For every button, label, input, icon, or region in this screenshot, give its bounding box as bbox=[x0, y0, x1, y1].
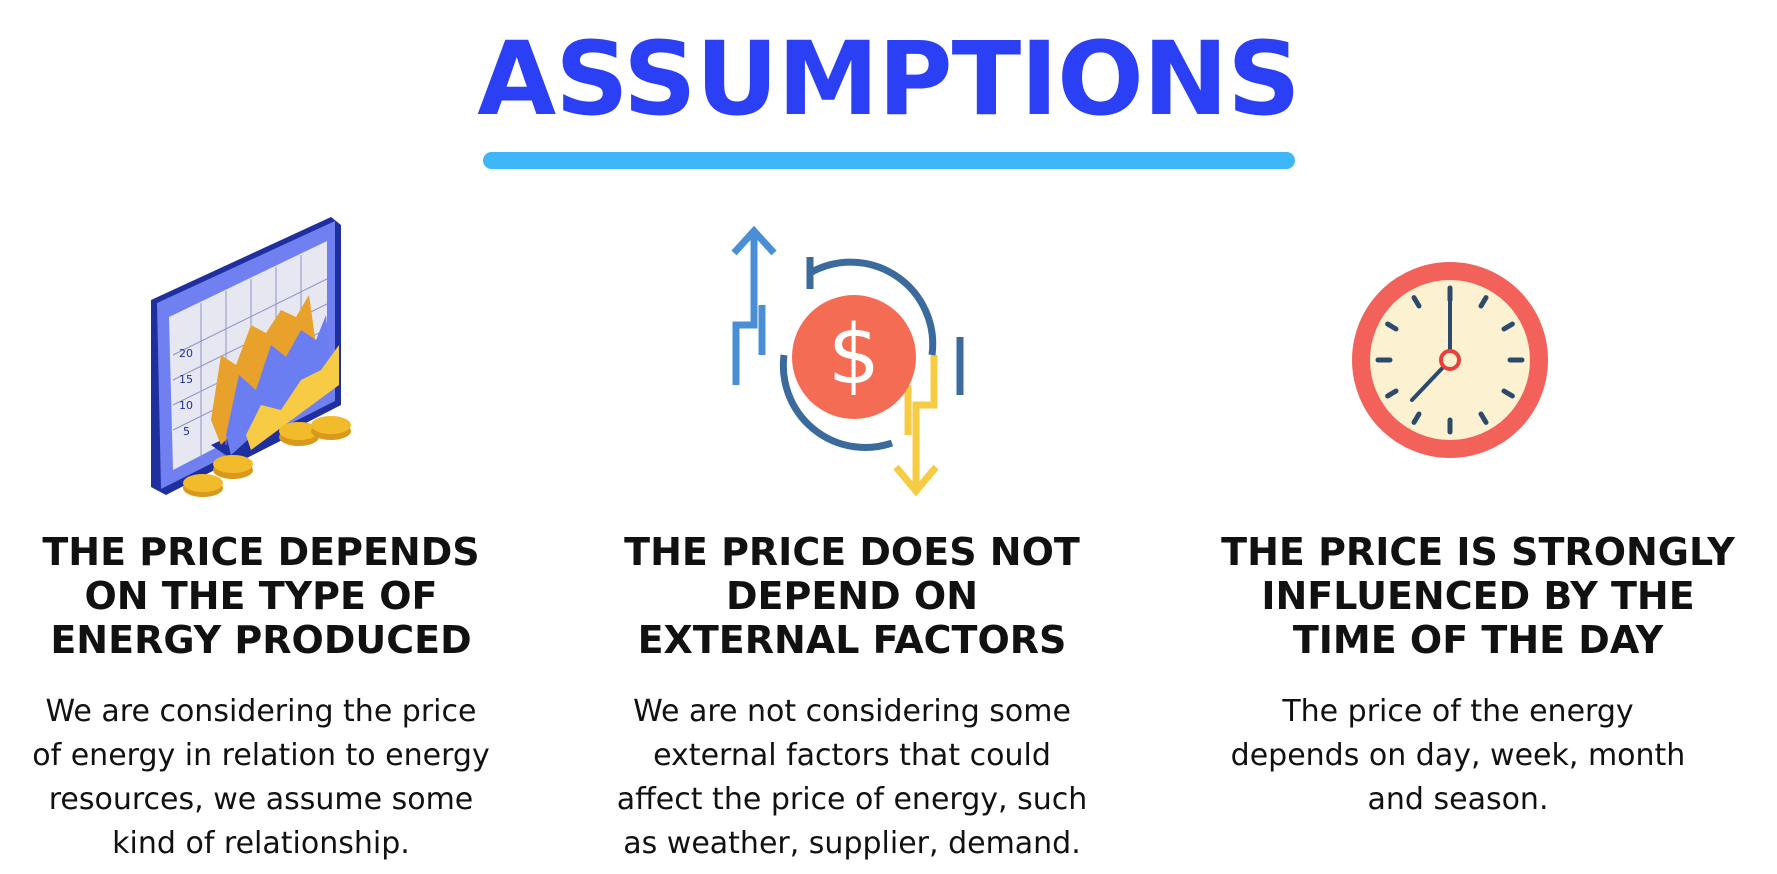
price-fluctuation-dollar-icon: $ bbox=[592, 205, 1112, 515]
dollar-cycle-graphic: $ bbox=[731, 225, 964, 497]
description-line: of energy in relation to energy bbox=[32, 738, 490, 773]
heading-line: EXTERNAL FACTORS bbox=[637, 618, 1067, 662]
dollar-circle bbox=[792, 295, 916, 419]
assumption-heading: THE PRICE DEPENDS ON THE TYPE OF ENERGY … bbox=[1, 530, 521, 662]
dollar-symbol: $ bbox=[828, 308, 880, 403]
chart-tick-label: 5 bbox=[183, 425, 190, 438]
monitor-graphic: 20 15 10 5 bbox=[151, 217, 351, 497]
assumption-description: The price of the energy depends on day, … bbox=[1198, 690, 1718, 822]
clock-graphic bbox=[1352, 262, 1548, 458]
heading-line: THE PRICE IS STRONGLY bbox=[1221, 530, 1735, 574]
assumption-heading: THE PRICE DOES NOT DEPEND ON EXTERNAL FA… bbox=[592, 530, 1112, 662]
description-line: and season. bbox=[1367, 782, 1549, 817]
assumption-description: We are not considering some external fac… bbox=[592, 690, 1112, 866]
page-title: ASSUMPTIONS bbox=[477, 20, 1300, 139]
chart-tick-label: 10 bbox=[179, 399, 193, 412]
heading-line: THE PRICE DEPENDS bbox=[42, 530, 480, 574]
description-line: external factors that could bbox=[653, 738, 1051, 773]
heading-line: THE PRICE DOES NOT bbox=[624, 530, 1080, 574]
description-line: We are considering the price bbox=[45, 694, 477, 729]
assumption-description: We are considering the price of energy i… bbox=[1, 690, 521, 866]
clock-icon bbox=[1218, 205, 1738, 515]
title-underline bbox=[483, 152, 1295, 169]
description-line: depends on day, week, month bbox=[1230, 738, 1686, 773]
description-line: We are not considering some bbox=[633, 694, 1071, 729]
assumption-heading: THE PRICE IS STRONGLY INFLUENCED BY THE … bbox=[1218, 530, 1738, 662]
chart-tick-label: 20 bbox=[179, 347, 193, 360]
heading-line: TIME OF THE DAY bbox=[1292, 618, 1664, 662]
description-line: kind of relationship. bbox=[112, 826, 410, 861]
description-line: as weather, supplier, demand. bbox=[623, 826, 1081, 861]
stock-chart-monitor-icon: 20 15 10 5 bbox=[1, 205, 521, 515]
heading-line: ON THE TYPE OF bbox=[84, 574, 438, 618]
heading-line: DEPEND ON bbox=[726, 574, 978, 618]
heading-line: INFLUENCED BY THE bbox=[1261, 574, 1695, 618]
description-line: The price of the energy bbox=[1282, 694, 1634, 729]
heading-line: ENERGY PRODUCED bbox=[50, 618, 472, 662]
description-line: resources, we assume some bbox=[48, 782, 474, 817]
description-line: affect the price of energy, such bbox=[616, 782, 1088, 817]
chart-tick-label: 15 bbox=[179, 373, 193, 386]
